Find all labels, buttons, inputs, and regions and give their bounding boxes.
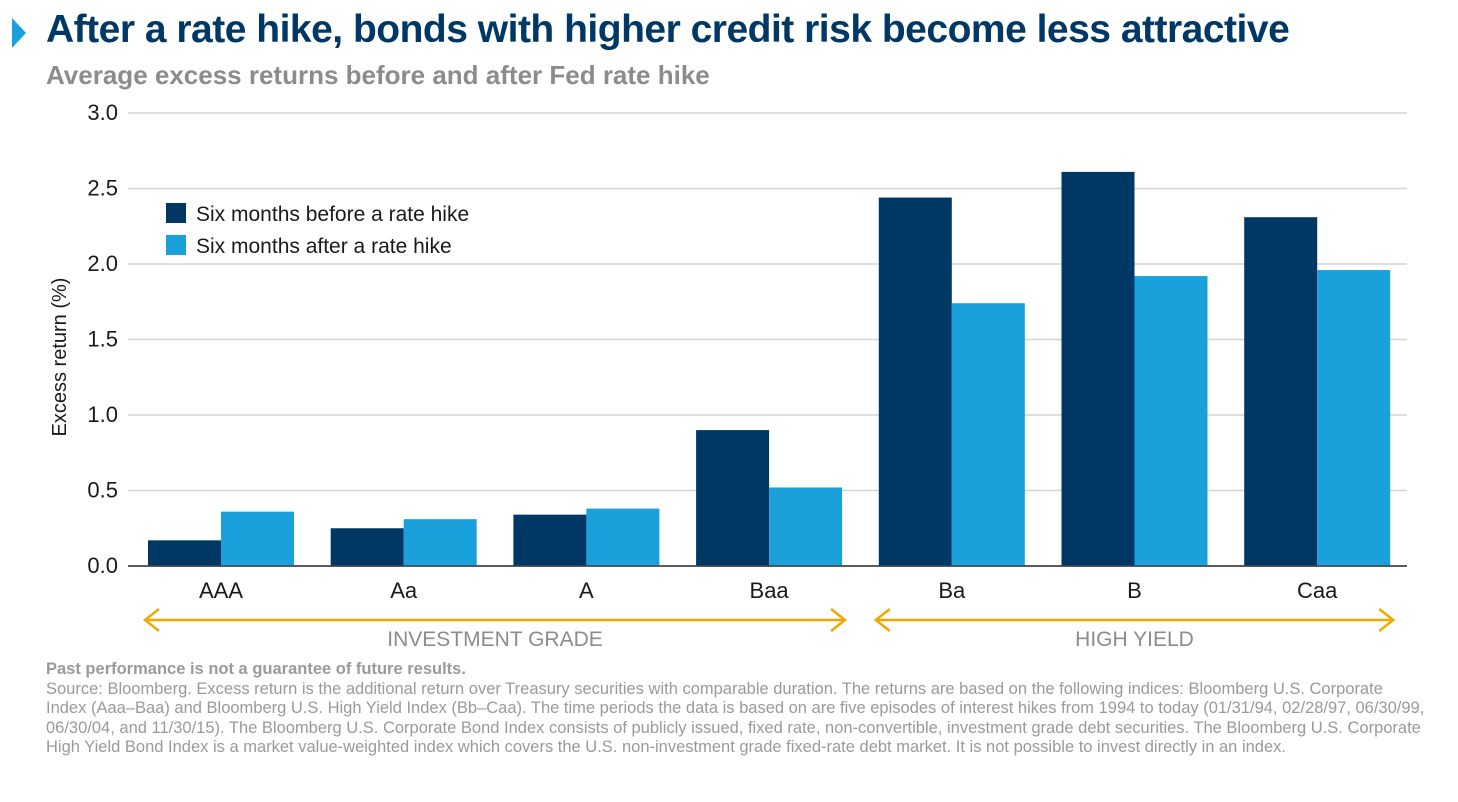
- group-label: HIGH YIELD: [1075, 628, 1194, 651]
- bar-b-after: [1134, 276, 1208, 566]
- bar-aaa-before: [148, 540, 221, 566]
- footnote: Past performance is not a guarantee of f…: [46, 660, 1426, 758]
- source-note: Source: Bloomberg. Excess return is the …: [46, 679, 1425, 757]
- bar-baa-before: [696, 430, 770, 566]
- disclaimer: Past performance is not a guarantee of f…: [46, 660, 466, 678]
- y-tick-label: 3.0: [87, 100, 118, 125]
- group-arrow-right-head: [830, 608, 848, 632]
- title-marker-icon: [12, 18, 26, 48]
- bar-aa-after: [403, 519, 477, 566]
- x-tick-label: Baa: [750, 578, 790, 603]
- bar-ba-before: [878, 197, 952, 566]
- y-tick-label: 1.5: [87, 327, 118, 352]
- group-arrow-right-head: [1378, 608, 1396, 632]
- y-tick-label: 1.0: [87, 402, 118, 427]
- bar-caa-before: [1244, 217, 1318, 566]
- legend-swatch: [166, 235, 186, 255]
- x-tick-label: Aa: [390, 578, 418, 603]
- y-axis-label: Excess return (%): [49, 278, 71, 437]
- bar-b-before: [1061, 171, 1135, 566]
- y-tick-label: 2.0: [87, 251, 118, 276]
- group-arrow-left-head: [873, 608, 891, 632]
- chart-title: After a rate hike, bonds with higher cre…: [46, 8, 1290, 51]
- x-tick-label: Ba: [938, 578, 966, 603]
- x-tick-label: AAA: [199, 578, 243, 603]
- x-tick-label: B: [1127, 578, 1142, 603]
- y-tick-label: 2.5: [87, 176, 118, 201]
- bar-caa-after: [1317, 270, 1391, 566]
- y-tick-label: 0.0: [87, 553, 118, 578]
- bar-a-before: [513, 514, 587, 566]
- bar-chart: 0.00.51.01.52.02.53.0 Excess return (%) …: [49, 100, 1407, 651]
- bar-ba-after: [951, 303, 1025, 566]
- legend-swatch: [166, 203, 186, 223]
- group-label: INVESTMENT GRADE: [387, 628, 602, 651]
- bars: [128, 171, 1407, 567]
- bar-aa-before: [330, 528, 404, 566]
- y-axis-ticks: 0.0 0.5 1.0 1.5 2.0 2.5 3.0: [87, 100, 118, 578]
- legend-label: Six months after a rate hike: [196, 235, 452, 258]
- bar-a-after: [586, 508, 660, 566]
- x-tick-label: A: [579, 578, 594, 603]
- bar-aaa-after: [221, 511, 294, 566]
- x-axis-ticks: AAA Aa A Baa Ba B Caa: [199, 578, 1338, 603]
- group-arrow-left-head: [142, 608, 160, 632]
- legend: Six months before a rate hike Six months …: [166, 203, 469, 258]
- chart-subtitle: Average excess returns before and after …: [46, 60, 710, 90]
- gridlines: [128, 112, 1407, 567]
- legend-label: Six months before a rate hike: [196, 203, 469, 226]
- category-groups: INVESTMENT GRADE HIGH YIELD: [142, 608, 1396, 651]
- y-tick-label: 0.5: [87, 478, 118, 503]
- bar-baa-after: [769, 487, 843, 566]
- x-tick-label: Caa: [1297, 578, 1338, 603]
